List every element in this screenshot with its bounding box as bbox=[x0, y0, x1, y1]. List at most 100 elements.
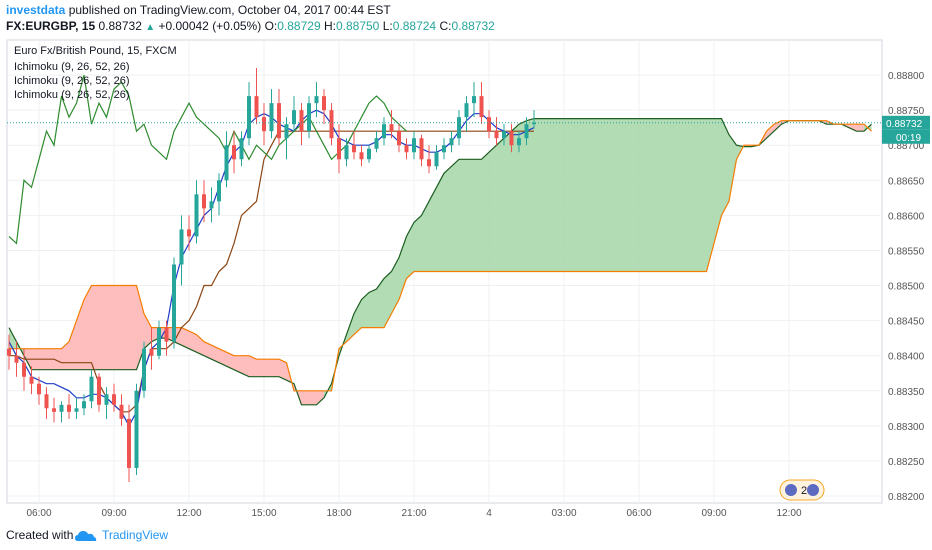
candle-body bbox=[532, 122, 536, 125]
candle-body bbox=[157, 327, 161, 356]
y-tick-label: 0.88500 bbox=[888, 282, 925, 293]
cloud-segment bbox=[99, 285, 107, 370]
cloud-segment bbox=[84, 285, 92, 370]
candle-body bbox=[329, 110, 334, 139]
cloud-segment bbox=[586, 118, 594, 272]
x-tick-label: 09:00 bbox=[701, 508, 726, 519]
candle-body bbox=[359, 152, 364, 160]
cloud-segment bbox=[444, 166, 452, 272]
candle-body bbox=[224, 145, 229, 181]
candle-body bbox=[104, 394, 109, 405]
ichimoku-cloud bbox=[9, 118, 872, 405]
legend-indicator-1[interactable]: Ichimoku (9, 26, 52, 26) bbox=[14, 61, 130, 73]
flag-icon bbox=[785, 484, 797, 496]
cloud-segment bbox=[204, 341, 212, 360]
cloud-segment bbox=[526, 118, 534, 272]
up-arrow-icon: ▲ bbox=[145, 22, 156, 33]
cloud-segment bbox=[391, 257, 399, 314]
cloud-segment bbox=[684, 118, 692, 272]
cloud-segment bbox=[541, 118, 549, 272]
close-label: C: bbox=[439, 19, 452, 33]
candlesticks bbox=[7, 68, 536, 482]
candle-body bbox=[479, 96, 484, 118]
author-link[interactable]: investdata bbox=[6, 3, 66, 17]
flag-icon bbox=[807, 484, 819, 496]
x-tick-label: 03:00 bbox=[551, 508, 576, 519]
candle-body bbox=[247, 96, 251, 139]
cloud-segment bbox=[189, 331, 197, 353]
candle-body bbox=[344, 145, 349, 160]
cloud-segment bbox=[639, 118, 647, 272]
candle-body bbox=[134, 390, 139, 468]
candle-body bbox=[307, 103, 311, 132]
candle-body bbox=[194, 194, 199, 237]
candle-body bbox=[172, 264, 176, 342]
candle-body bbox=[164, 327, 169, 342]
cloud-segment bbox=[54, 348, 62, 370]
y-tick-label: 0.88700 bbox=[888, 141, 925, 152]
cloud-segment bbox=[699, 118, 707, 272]
candle-body bbox=[397, 131, 401, 146]
cloud-segment bbox=[556, 118, 564, 272]
x-tick-label: 21:00 bbox=[401, 508, 426, 519]
cloud-segment bbox=[279, 359, 287, 381]
cloud-segment bbox=[91, 285, 99, 370]
y-tick-label: 0.88600 bbox=[888, 211, 925, 222]
cloud-segment bbox=[121, 285, 129, 370]
legend-indicator-2[interactable]: Ichimoku (9, 26, 52, 26) bbox=[14, 75, 130, 87]
symbol-info: FX:EURGBP, 15 0.88732 ▲ +0.00042 (+0.05%… bbox=[6, 19, 495, 33]
cloud-segment bbox=[309, 390, 317, 405]
high-label: H: bbox=[323, 19, 336, 33]
candle-body bbox=[472, 96, 476, 104]
candle-body bbox=[239, 138, 244, 160]
cloud-segment bbox=[474, 159, 482, 272]
y-tick-label: 0.88300 bbox=[888, 422, 925, 433]
candle-body bbox=[89, 376, 94, 402]
candle-body bbox=[457, 117, 461, 139]
cloud-segment bbox=[511, 124, 519, 272]
cloud-segment bbox=[466, 159, 474, 272]
tradingview-cloud-icon[interactable] bbox=[75, 529, 97, 543]
x-tick-label: 12:00 bbox=[776, 508, 801, 519]
candle-body bbox=[292, 110, 296, 125]
event-markers[interactable]: 2 bbox=[779, 479, 825, 501]
candle-body bbox=[209, 201, 214, 209]
cloud-segment bbox=[301, 390, 309, 405]
ichimoku-lines bbox=[8, 74, 872, 428]
cloud-segment bbox=[69, 320, 77, 370]
created-with-label: Created with bbox=[6, 528, 74, 542]
cloud-segment bbox=[504, 131, 512, 272]
footer: Created with TradingView bbox=[0, 521, 932, 550]
price-badges: 0.88732 00:19 bbox=[7, 115, 930, 144]
cloud-segment bbox=[256, 359, 264, 377]
tradingview-link[interactable]: TradingView bbox=[102, 528, 169, 542]
candle-body bbox=[254, 96, 259, 118]
x-tick-label: 4 bbox=[486, 508, 492, 519]
x-tick-label: 15:00 bbox=[251, 508, 276, 519]
y-tick-label: 0.88200 bbox=[888, 492, 925, 503]
candle-body bbox=[434, 152, 439, 167]
last-price-text: 0.88732 bbox=[886, 119, 923, 130]
senkou-span-a-line bbox=[8, 117, 872, 406]
candle-body bbox=[404, 145, 409, 153]
legend-indicator-3[interactable]: Ichimoku (9, 26, 52, 26) bbox=[14, 89, 130, 101]
cloud-segment bbox=[631, 118, 639, 272]
y-tick-label: 0.88450 bbox=[888, 317, 925, 328]
price-chart[interactable]: 0.88800 0.88750 0.88700 0.88650 0.88600 0.885… bbox=[0, 0, 932, 521]
y-tick-label: 0.88400 bbox=[888, 352, 925, 363]
cloud-segment bbox=[241, 355, 249, 377]
publish-info: investdata published on TradingView.com,… bbox=[6, 3, 391, 17]
cloud-segment bbox=[226, 352, 234, 370]
cloud-segment bbox=[549, 118, 557, 272]
candle-body bbox=[367, 148, 371, 160]
cloud-segment bbox=[459, 159, 467, 272]
candle-body bbox=[97, 376, 101, 405]
candle-body bbox=[464, 103, 469, 118]
published-text: published on TradingView.com, October 04… bbox=[68, 3, 391, 17]
open-label: O: bbox=[264, 19, 278, 33]
cloud-segment bbox=[564, 118, 572, 272]
high-value: 0.88750 bbox=[335, 19, 380, 33]
candle-body bbox=[262, 117, 266, 132]
candle-body bbox=[29, 376, 34, 384]
candle-body bbox=[382, 124, 386, 139]
